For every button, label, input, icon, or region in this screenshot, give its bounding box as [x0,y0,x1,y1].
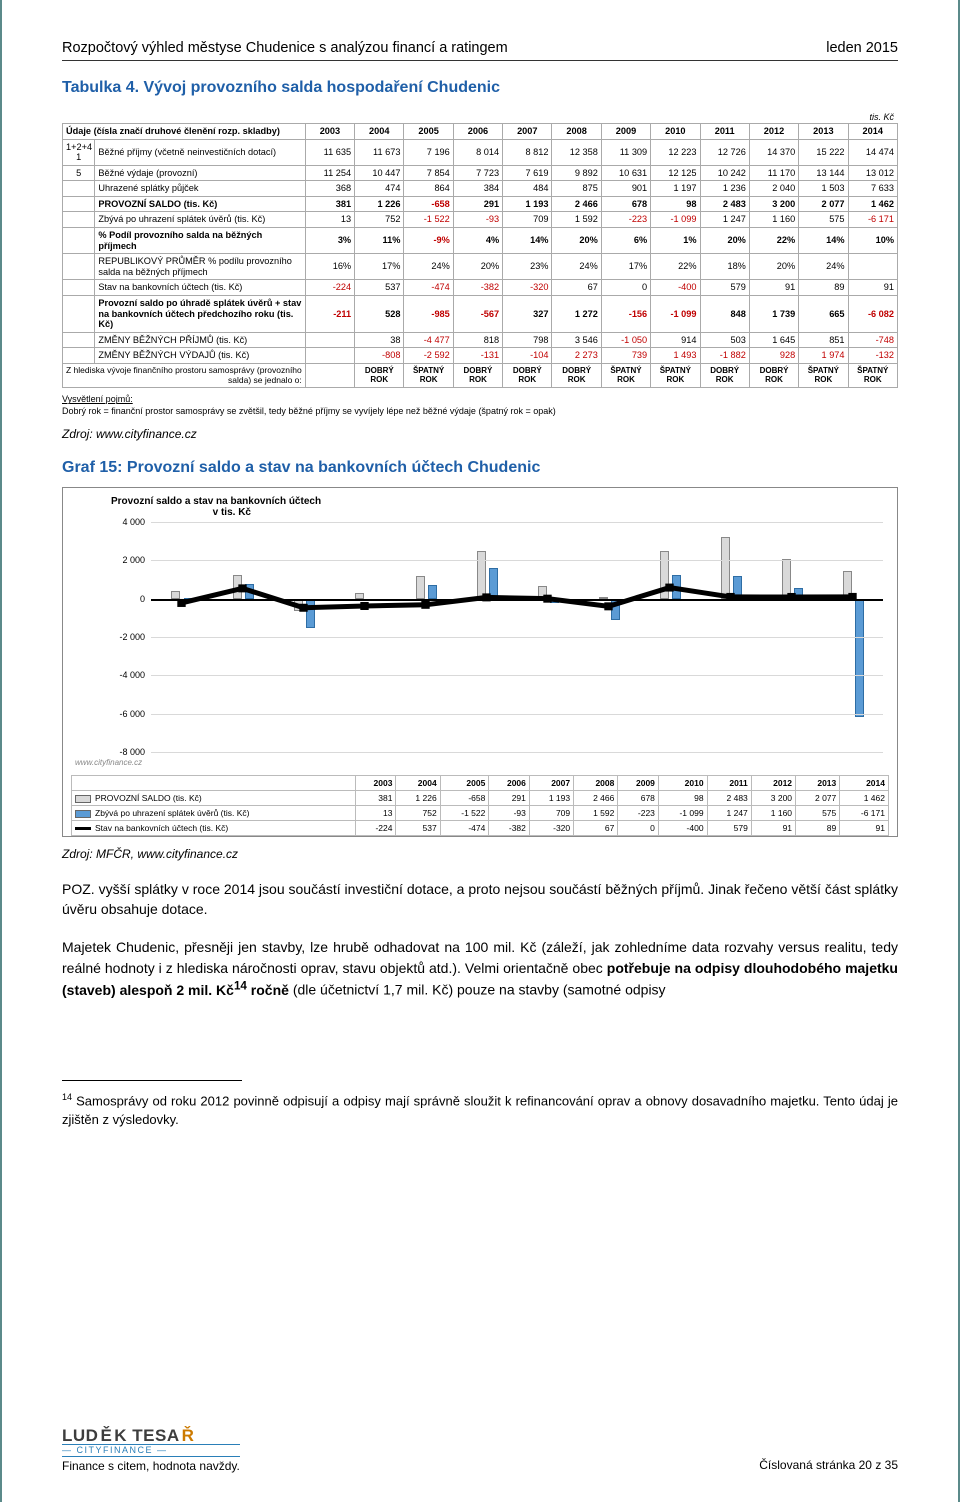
footnote-separator [62,1080,242,1081]
baseline [151,599,883,601]
explain-text: Dobrý rok = finanční prostor samosprávy … [62,406,556,416]
legend-row: PROVOZNÍ SALDO (tis. Kč)3811 226-6582911… [72,790,889,805]
page-footer: LUDĚK TESAŘ — CITYFINANCE — Finance s ci… [62,1427,898,1472]
table4-head: Údaje (čísla značí druhové členění rozp.… [63,124,898,140]
chart-title: Graf 15: Provozní saldo a stav na bankov… [62,459,898,477]
y-tick-label: -2 000 [119,632,145,642]
y-tick-label: -6 000 [119,709,145,719]
table-row: Provozní saldo po úhradě splátek úvěrů +… [63,295,898,332]
table-row: % Podíl provozního salda na běžných příj… [63,228,898,254]
table4-title: Tabulka 4. Vývoj provozního salda hospod… [62,79,898,97]
chart-container: Provozní saldo a stav na bankovních účte… [62,487,898,837]
table-row: ZMĚNY BĚŽNÝCH VÝDAJŮ (tis. Kč)-808-2 592… [63,348,898,364]
table-row: ZMĚNY BĚŽNÝCH PŘÍJMŮ (tis. Kč)38-4 47781… [63,332,898,348]
gridline [151,714,883,715]
gridline [151,637,883,638]
chart-legend-table: 2003200420052006200720082009201020112012… [71,775,889,836]
chart-source: Zdroj: MFČR, www.cityfinance.cz [62,847,898,861]
legend-row: Zbývá po uhrazení splátek úvěrů (tis. Kč… [72,805,889,820]
table4-year-header: 2004 [355,124,404,140]
legend-row: Stav na bankovních účtech (tis. Kč)-2245… [72,820,889,835]
doc-title: Rozpočtový výhled městyse Chudenice s an… [62,40,508,56]
line-marker [299,604,307,612]
y-tick-label: 4 000 [122,517,145,527]
y-tick-label: 0 [140,594,145,604]
table4-body: 1+2+4 1Běžné příjmy (včetně neinvestiční… [63,139,898,388]
y-tick-label: -4 000 [119,670,145,680]
table4-assessment-row: Z hlediska vývoje finančního prostoru sa… [63,363,898,388]
table-row: 5Běžné výdaje (provozní)11 25410 4477 85… [63,165,898,181]
body-p1: POZ. vyšší splátky v roce 2014 jsou souč… [62,879,898,920]
line-marker [360,602,368,610]
gridline [151,560,883,561]
cityfinance-watermark: www.cityfinance.cz [71,752,889,769]
table-row: Stav na bankovních účtech (tis. Kč)-2245… [63,280,898,296]
table-row: Zbývá po uhrazení splátek úvěrů (tis. Kč… [63,212,898,228]
line-marker [421,601,429,609]
table-row: PROVOZNÍ SALDO (tis. Kč)3811 226-6582911… [63,196,898,212]
line-marker [604,602,612,610]
table4-year-header: 2005 [404,124,453,140]
table4-year-header: 2009 [601,124,650,140]
doc-date: leden 2015 [826,40,898,56]
table4-year-header: 2013 [799,124,848,140]
gridline [151,522,883,523]
table4-year-header: 2014 [848,124,897,140]
table4-year-header: 2008 [552,124,601,140]
table4-year-header: 2007 [503,124,552,140]
chart-inner-title: Provozní saldo a stav na bankovních účte… [71,496,889,518]
table4-year-header: 2010 [651,124,700,140]
table4-source: Zdroj: www.cityfinance.cz [62,427,898,441]
line-path [182,587,853,607]
table4-explain: Vysvětlení pojmů: Dobrý rok = finanční p… [62,394,898,417]
table-row: Uhrazené splátky půjček36847486438448487… [63,181,898,197]
gridline [151,675,883,676]
table4-year-header: 2011 [700,124,749,140]
chart-plot-area: 4 0002 0000-2 000-4 000-6 000-8 000 [71,522,889,752]
explain-heading: Vysvětlení pojmů: [62,394,133,404]
body-p2: Majetek Chudenic, přesněji jen stavby, l… [62,937,898,1000]
logo-sub: — CITYFINANCE — [62,1444,240,1457]
y-tick-label: 2 000 [122,555,145,565]
line-marker [665,583,673,591]
y-tick-label: -8 000 [119,747,145,757]
table-row: 1+2+4 1Běžné příjmy (včetně neinvestiční… [63,139,898,165]
table4-year-header: 2003 [305,124,354,140]
logo-name: LUDĚK TESAŘ [62,1427,240,1444]
table4-unit: tis. Kč [62,111,898,123]
footer-logo: LUDĚK TESAŘ — CITYFINANCE — Finance s ci… [62,1427,240,1472]
page-number: Číslovaná stránka 20 z 35 [759,1458,898,1472]
table-row: REPUBLIKOVÝ PRŮMĚR % podílu provozního s… [63,254,898,280]
y-axis: 4 0002 0000-2 000-4 000-6 000-8 000 [71,522,149,752]
gridline [151,752,883,753]
table4-year-header: 2012 [749,124,798,140]
table4-year-header: 2006 [453,124,502,140]
table4-col-header: Údaje (čísla značí druhové členění rozp.… [63,124,306,140]
logo-tagline: Finance s citem, hodnota navždy. [62,1460,240,1472]
document-header: Rozpočtový výhled městyse Chudenice s an… [62,40,898,61]
line-marker [238,584,246,592]
table4: Údaje (čísla značí druhové členění rozp.… [62,123,898,388]
footnote-14: 14 Samosprávy od roku 2012 povinně odpis… [62,1091,898,1130]
